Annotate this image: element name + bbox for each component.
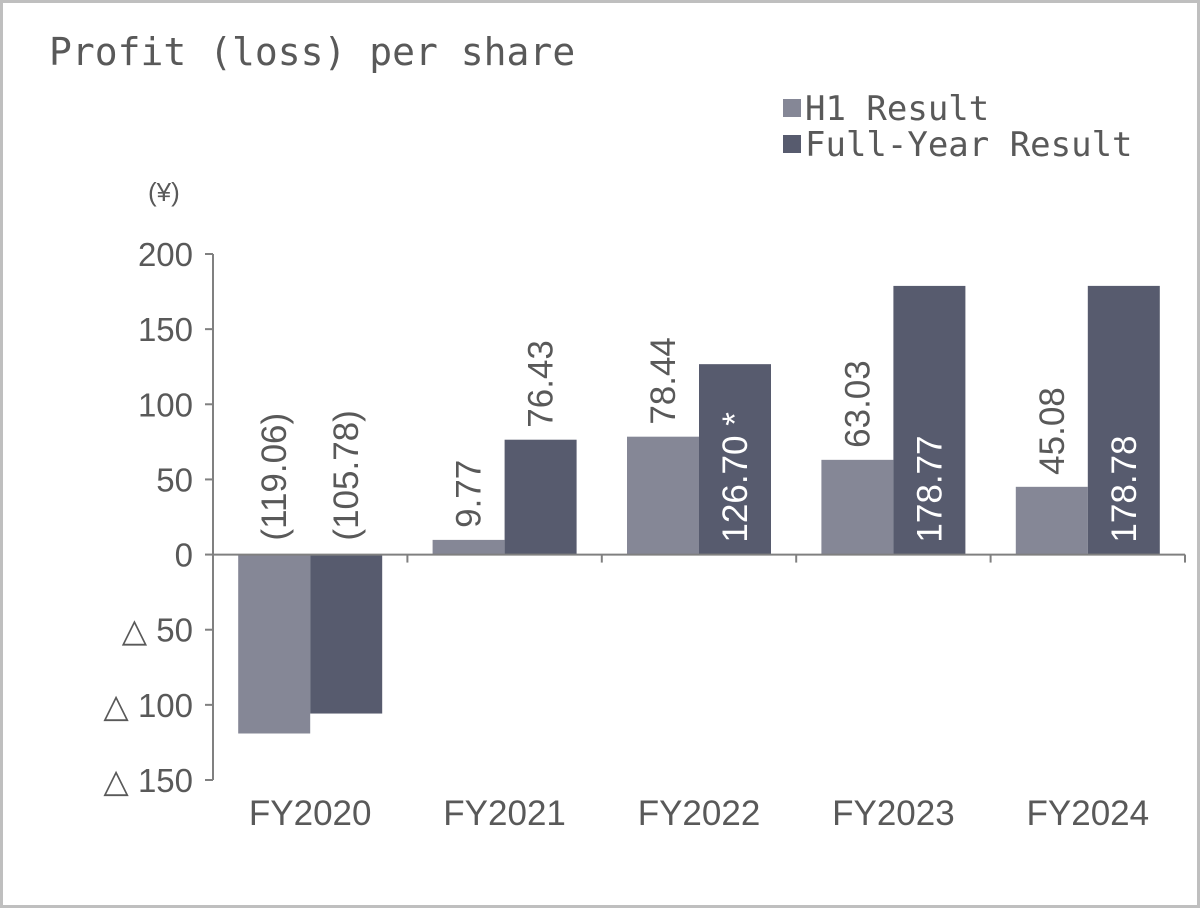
- legend-swatch-full-year: [783, 135, 801, 153]
- legend-label-full-year: Full-Year Result: [805, 125, 1133, 165]
- x-category-label: FY2020: [249, 794, 372, 833]
- plot-area: 200 150 100 50 0 △ 50 △ 100 △ 150 FY2020 FY2021 FY…: [103, 236, 1186, 833]
- y-tick-label: △ 100: [103, 687, 193, 724]
- data-label-h1-fy2023: 63.03: [838, 360, 877, 448]
- data-label-h1-fy2022: 78.44: [644, 337, 683, 425]
- legend-label-h1: H1 Result: [805, 89, 989, 129]
- x-category-label: FY2021: [443, 794, 566, 833]
- bar-h1-fy2023: [821, 459, 894, 555]
- bar-chart: Profit (loss) per share H1 Result Full-Y…: [49, 30, 1186, 833]
- data-label-full-year-fy2021: 76.43: [522, 340, 561, 428]
- data-label-full-year-fy2020: (105.78): [327, 410, 366, 540]
- data-label-h1-fy2024: 45.08: [1033, 387, 1072, 475]
- legend: H1 Result Full-Year Result: [783, 89, 1133, 165]
- y-tick-label: 50: [156, 461, 193, 498]
- x-category-label: FY2023: [832, 794, 955, 833]
- bar-full-year-fy2023: [893, 285, 966, 555]
- x-category-label: FY2024: [1027, 794, 1150, 833]
- y-tick-label: 200: [138, 236, 193, 273]
- data-label-full-year-fy2022: 126.70 *: [716, 412, 755, 543]
- bar-full-year-fy2021: [504, 439, 577, 555]
- bar-full-year-fy2024: [1087, 285, 1160, 555]
- bar-full-year-fy2020: [310, 554, 383, 714]
- bar-h1-fy2022: [627, 436, 699, 555]
- data-label-h1-fy2021: 9.77: [450, 460, 489, 528]
- y-tick-label: 100: [138, 386, 193, 423]
- y-axis-unit: (¥): [148, 177, 180, 207]
- data-label-full-year-fy2023: 178.77: [910, 436, 949, 543]
- y-tick-label: △ 50: [122, 612, 193, 649]
- y-tick-label: 150: [138, 311, 193, 348]
- bar-full-year-fy2022: [699, 364, 771, 555]
- bar-h1-fy2020: [238, 554, 311, 734]
- y-tick-label: 0: [175, 537, 193, 574]
- bar-h1-fy2024: [1015, 486, 1088, 555]
- chart-title: Profit (loss) per share: [49, 30, 575, 74]
- data-label-full-year-fy2024: 178.78: [1105, 436, 1144, 543]
- legend-swatch-h1: [783, 99, 801, 117]
- bar-h1-fy2021: [432, 539, 505, 555]
- x-category-label: FY2022: [638, 794, 761, 833]
- y-tick-label: △ 150: [103, 762, 193, 799]
- data-label-h1-fy2020: (119.06): [255, 413, 294, 541]
